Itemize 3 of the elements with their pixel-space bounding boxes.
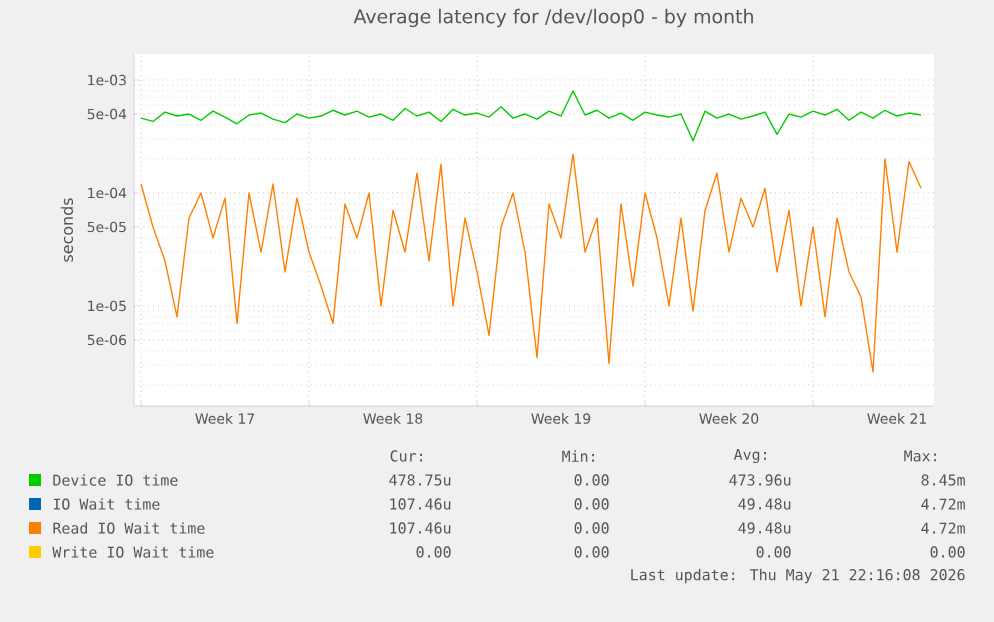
line-series	[140, 90, 922, 142]
line-series	[140, 153, 922, 373]
chart-title: Average latency for /dev/loop0 - by month	[353, 8, 753, 28]
